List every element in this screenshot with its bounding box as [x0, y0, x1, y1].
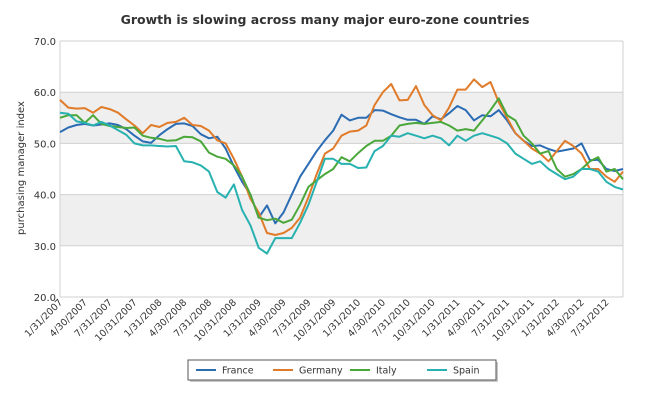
series-line-germany — [59, 78, 624, 236]
legend-label-germany: Germany — [299, 366, 343, 377]
series-line-italy — [59, 97, 624, 224]
y-tick-label: 40.0 — [34, 191, 56, 202]
grid-bands — [60, 92, 623, 246]
series-lines — [59, 78, 624, 255]
legend-label-spain: Spain — [453, 366, 480, 377]
gridlines — [59, 40, 624, 298]
y-tick-label: 30.0 — [34, 242, 56, 253]
y-axis-ticks: 20.0 30.0 40.0 50.0 60.0 70.0 — [34, 37, 56, 304]
legend: France Germany Italy Spain — [187, 359, 498, 382]
y-tick-label: 50.0 — [34, 139, 56, 150]
series-line-france — [59, 105, 624, 225]
legend-label-italy: Italy — [376, 366, 397, 377]
x-axis-ticks: 1/31/20074/30/20077/31/200710/31/20071/3… — [23, 297, 612, 344]
chart-title: Growth is slowing across many major euro… — [121, 12, 530, 27]
grid-band — [60, 194, 623, 246]
legend-box — [187, 359, 497, 381]
y-axis-label: purchasing manager index — [16, 101, 27, 235]
y-tick-label: 70.0 — [34, 37, 56, 48]
y-tick-label: 20.0 — [34, 293, 56, 304]
y-tick-label: 60.0 — [34, 88, 56, 99]
legend-label-france: France — [222, 366, 254, 377]
series-line-spain — [59, 111, 624, 255]
